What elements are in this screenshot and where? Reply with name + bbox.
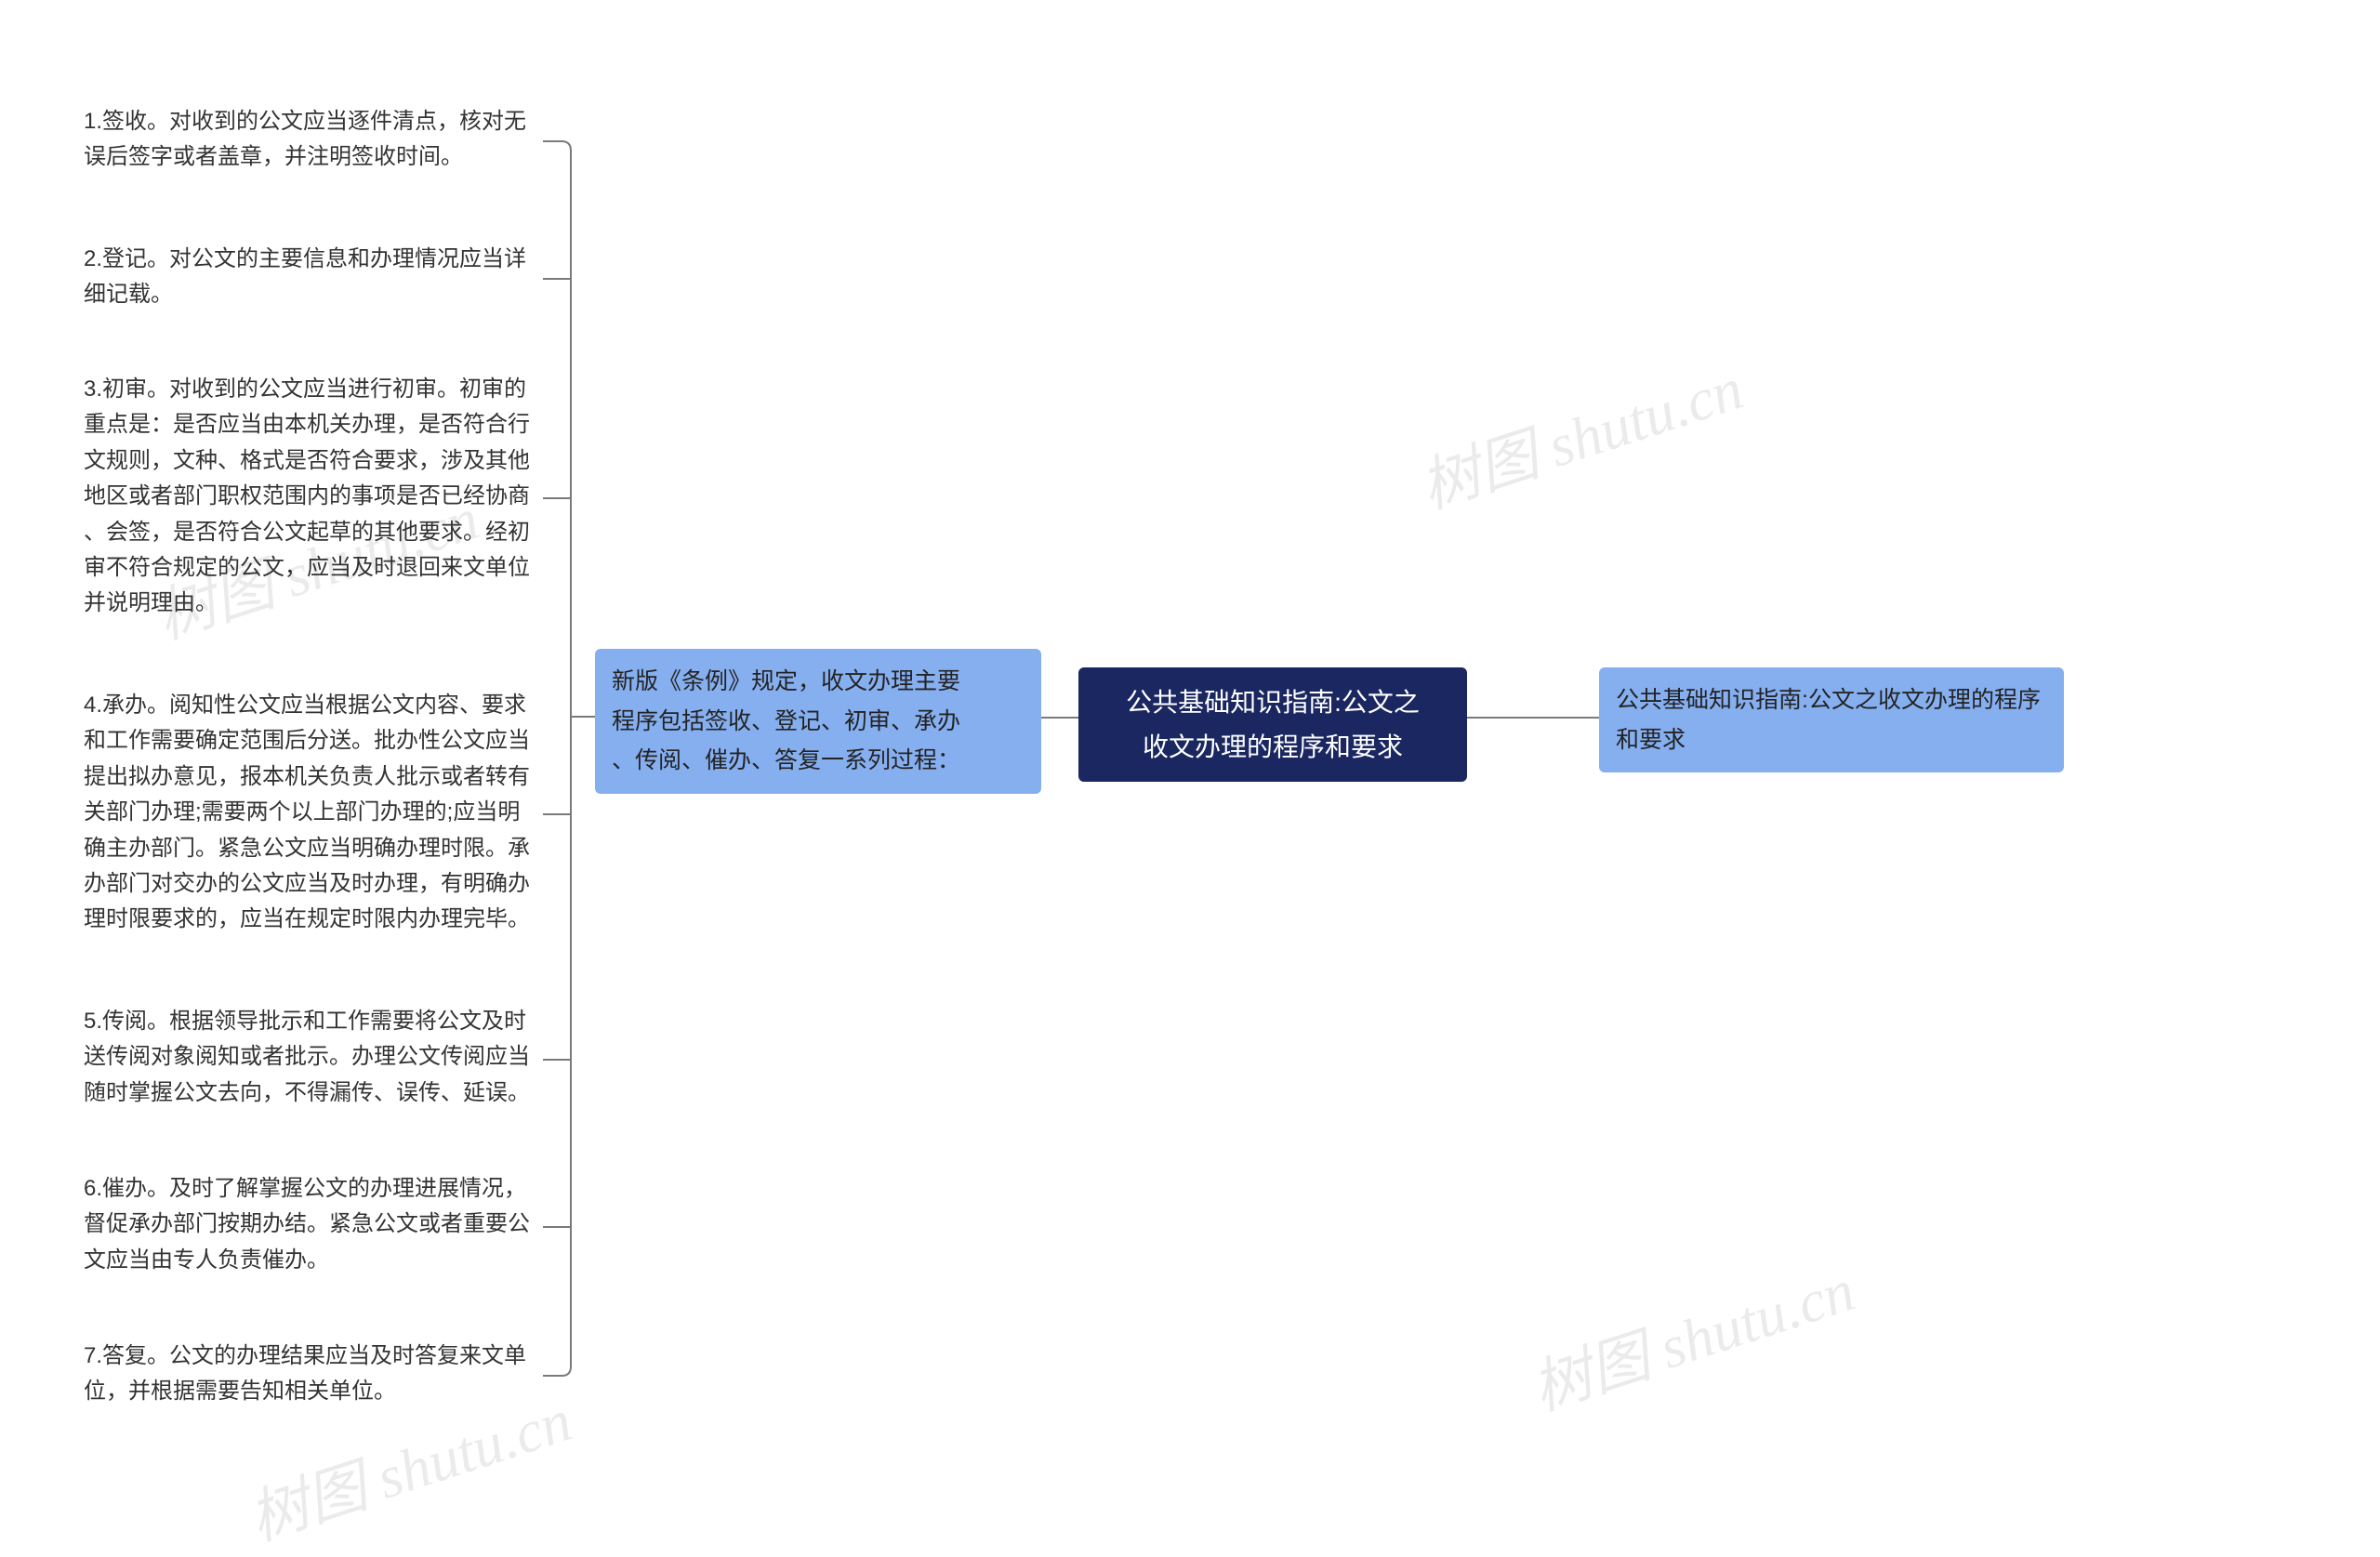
leaf-line: 审不符合规定的公文，应当及时退回来文单位 — [84, 550, 543, 586]
leaf-line: 5.传阅。根据领导批示和工作需要将公文及时 — [84, 1004, 543, 1039]
diagram-canvas: 公共基础知识指南:公文之 收文办理的程序和要求 公共基础知识指南:公文之收文办理… — [0, 0, 2380, 1481]
left-branch-node: 新版《条例》规定，收文办理主要 程序包括签收、登记、初审、承办 、传阅、催办、答… — [595, 649, 1041, 794]
left-line2: 程序包括签收、登记、初审、承办 — [612, 702, 1025, 742]
leaf-line: 随时掌握公文去向，不得漏传、误传、延误。 — [84, 1075, 543, 1111]
leaf-line: 办部门对交办的公文应当及时办理，有明确办 — [84, 866, 543, 902]
leaf-line: 2.登记。对公文的主要信息和办理情况应当详 — [84, 242, 543, 277]
leaf-node: 3.初审。对收到的公文应当进行初审。初审的重点是：是否应当由本机关办理，是否符合… — [84, 372, 543, 622]
leaf-line: 文规则，文种、格式是否符合要求，涉及其他 — [84, 443, 543, 479]
leaf-line: 文应当由专人负责催办。 — [84, 1243, 543, 1278]
leaf-line: 理时限要求的，应当在规定时限内办理完毕。 — [84, 902, 543, 937]
leaf-line: 7.答复。公文的办理结果应当及时答复来文单 — [84, 1339, 543, 1374]
leaf-line: 1.签收。对收到的公文应当逐件清点，核对无 — [84, 104, 543, 139]
leaf-node: 4.承办。阅知性公文应当根据公文内容、要求和工作需要确定范围后分送。批办性公文应… — [84, 688, 543, 938]
leaf-line: 提出拟办意见，报本机关负责人批示或者转有 — [84, 759, 543, 795]
leaf-line: 细记载。 — [84, 277, 543, 312]
leaf-line: 督促承办部门按期办结。紧急公文或者重要公 — [84, 1207, 543, 1242]
leaf-line: 确主办部门。紧急公文应当明确办理时限。承 — [84, 831, 543, 866]
leaf-line: 、会签，是否符合公文起草的其他要求。经初 — [84, 515, 543, 550]
center-line2: 收文办理的程序和要求 — [1095, 725, 1450, 770]
center-node: 公共基础知识指南:公文之 收文办理的程序和要求 — [1078, 667, 1467, 782]
leaf-line: 和工作需要确定范围后分送。批办性公文应当 — [84, 723, 543, 759]
watermark-text: 树图 shutu.cn — [1408, 341, 1752, 525]
right-branch-node: 公共基础知识指南:公文之收文办理的程序和要求 — [1599, 667, 2064, 772]
watermark-text: 树图 shutu.cn — [1520, 1243, 1864, 1427]
leaf-node: 5.传阅。根据领导批示和工作需要将公文及时送传阅对象阅知或者批示。办理公文传阅应… — [84, 1004, 543, 1111]
leaf-line: 关部门办理;需要两个以上部门办理的;应当明 — [84, 795, 543, 830]
leaf-node: 1.签收。对收到的公文应当逐件清点，核对无误后签字或者盖章，并注明签收时间。 — [84, 104, 543, 176]
leaf-line: 位，并根据需要告知相关单位。 — [84, 1374, 543, 1409]
leaf-node: 7.答复。公文的办理结果应当及时答复来文单位，并根据需要告知相关单位。 — [84, 1339, 543, 1410]
left-line1: 新版《条例》规定，收文办理主要 — [612, 662, 1025, 702]
leaf-line: 4.承办。阅知性公文应当根据公文内容、要求 — [84, 688, 543, 723]
leaf-node: 6.催办。及时了解掌握公文的办理进展情况，督促承办部门按期办结。紧急公文或者重要… — [84, 1171, 543, 1278]
left-line3: 、传阅、催办、答复一系列过程： — [612, 741, 1025, 781]
center-line1: 公共基础知识指南:公文之 — [1095, 680, 1450, 725]
leaf-line: 6.催办。及时了解掌握公文的办理进展情况， — [84, 1171, 543, 1207]
leaf-node: 2.登记。对公文的主要信息和办理情况应当详细记载。 — [84, 242, 543, 313]
right-branch-text: 公共基础知识指南:公文之收文办理的程序和要求 — [1616, 687, 2041, 753]
connector-path — [543, 141, 571, 151]
leaf-line: 重点是：是否应当由本机关办理，是否符合行 — [84, 407, 543, 442]
leaf-line: 并说明理由。 — [84, 586, 543, 621]
leaf-line: 送传阅对象阅知或者批示。办理公文传阅应当 — [84, 1039, 543, 1075]
connector-path — [543, 1366, 571, 1376]
leaf-line: 误后签字或者盖章，并注明签收时间。 — [84, 139, 543, 175]
leaf-line: 地区或者部门职权范围内的事项是否已经协商 — [84, 479, 543, 514]
leaf-line: 3.初审。对收到的公文应当进行初审。初审的 — [84, 372, 543, 407]
